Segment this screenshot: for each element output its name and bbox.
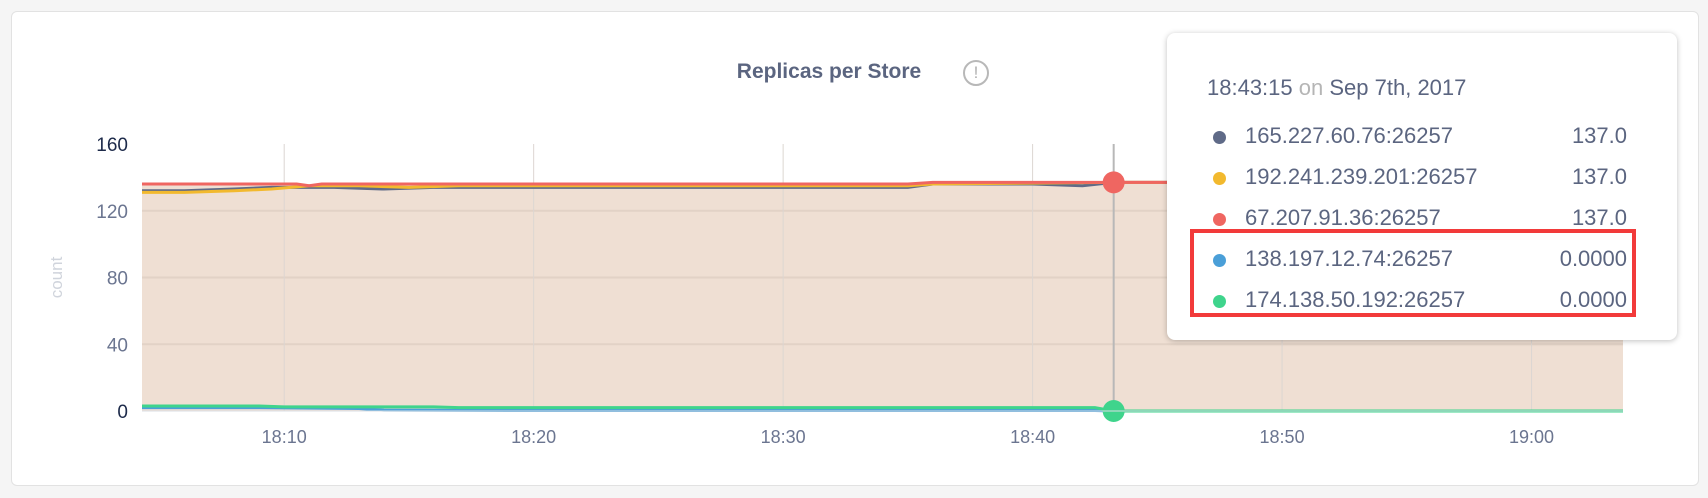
y-tick-label: 160	[96, 135, 128, 156]
series-dot-icon	[1213, 131, 1226, 144]
x-tick-label: 18:30	[761, 427, 806, 447]
tooltip-row-value: 137.0	[1571, 205, 1627, 230]
x-tick-label: 18:10	[262, 427, 307, 447]
series-dot-icon	[1213, 172, 1226, 185]
highlight-box	[1190, 229, 1636, 317]
tooltip-row-label: 165.227.60.76:26257	[1245, 123, 1453, 148]
chart-title: Replicas per Store	[736, 60, 922, 83]
tooltip-on: on	[1298, 75, 1324, 100]
tooltip-row: 192.241.239.201:26257 137.0	[1207, 160, 1627, 196]
series-dot-icon	[1213, 213, 1226, 226]
y-axis-label: count	[47, 256, 66, 298]
tooltip-row-label: 138.197.12.74:26257	[1245, 246, 1453, 271]
tooltip-row-value: 0.0000	[1559, 246, 1627, 271]
series-line	[142, 180, 1623, 188]
y-tick-label: 40	[107, 335, 128, 356]
tooltip-date: Sep 7th, 2017	[1329, 75, 1467, 100]
tooltip-row-label: 192.241.239.201:26257	[1245, 164, 1478, 189]
tooltip-row: 165.227.60.76:26257 137.0	[1207, 119, 1627, 155]
tooltip-row: 174.138.50.192:26257 0.0000	[1207, 283, 1627, 319]
tooltip-row-label: 174.138.50.192:26257	[1245, 287, 1466, 312]
tooltip-row-value: 137.0	[1571, 164, 1627, 189]
y-tick-label: 80	[107, 269, 128, 290]
info-icon[interactable]: !	[963, 60, 989, 86]
tooltip-row: 138.197.12.74:26257 0.0000	[1207, 242, 1627, 278]
x-tick-label: 18:20	[511, 427, 556, 447]
series-dot-icon	[1213, 254, 1226, 267]
y-tick-label: 0	[117, 402, 128, 423]
tooltip: 18:43:15 on Sep 7th, 2017 165.227.60.76:…	[1167, 33, 1677, 340]
x-tick-label: 19:00	[1509, 427, 1554, 447]
series-line	[142, 180, 1623, 194]
tooltip-header: 18:43:15 on Sep 7th, 2017	[1207, 75, 1466, 101]
series-line	[142, 180, 1623, 193]
tooltip-row-value: 137.0	[1571, 123, 1627, 148]
tooltip-row-value: 0.0000	[1559, 287, 1627, 312]
tooltip-row-label: 67.207.91.36:26257	[1245, 205, 1441, 230]
tooltip-row: 67.207.91.36:26257 137.0	[1207, 201, 1627, 237]
tooltip-time: 18:43:15	[1207, 75, 1293, 100]
series-dot-icon	[1213, 295, 1226, 308]
hover-point	[1102, 171, 1125, 194]
x-tick-label: 18:50	[1260, 427, 1305, 447]
x-tick-label: 18:40	[1010, 427, 1055, 447]
y-tick-label: 120	[96, 202, 128, 223]
